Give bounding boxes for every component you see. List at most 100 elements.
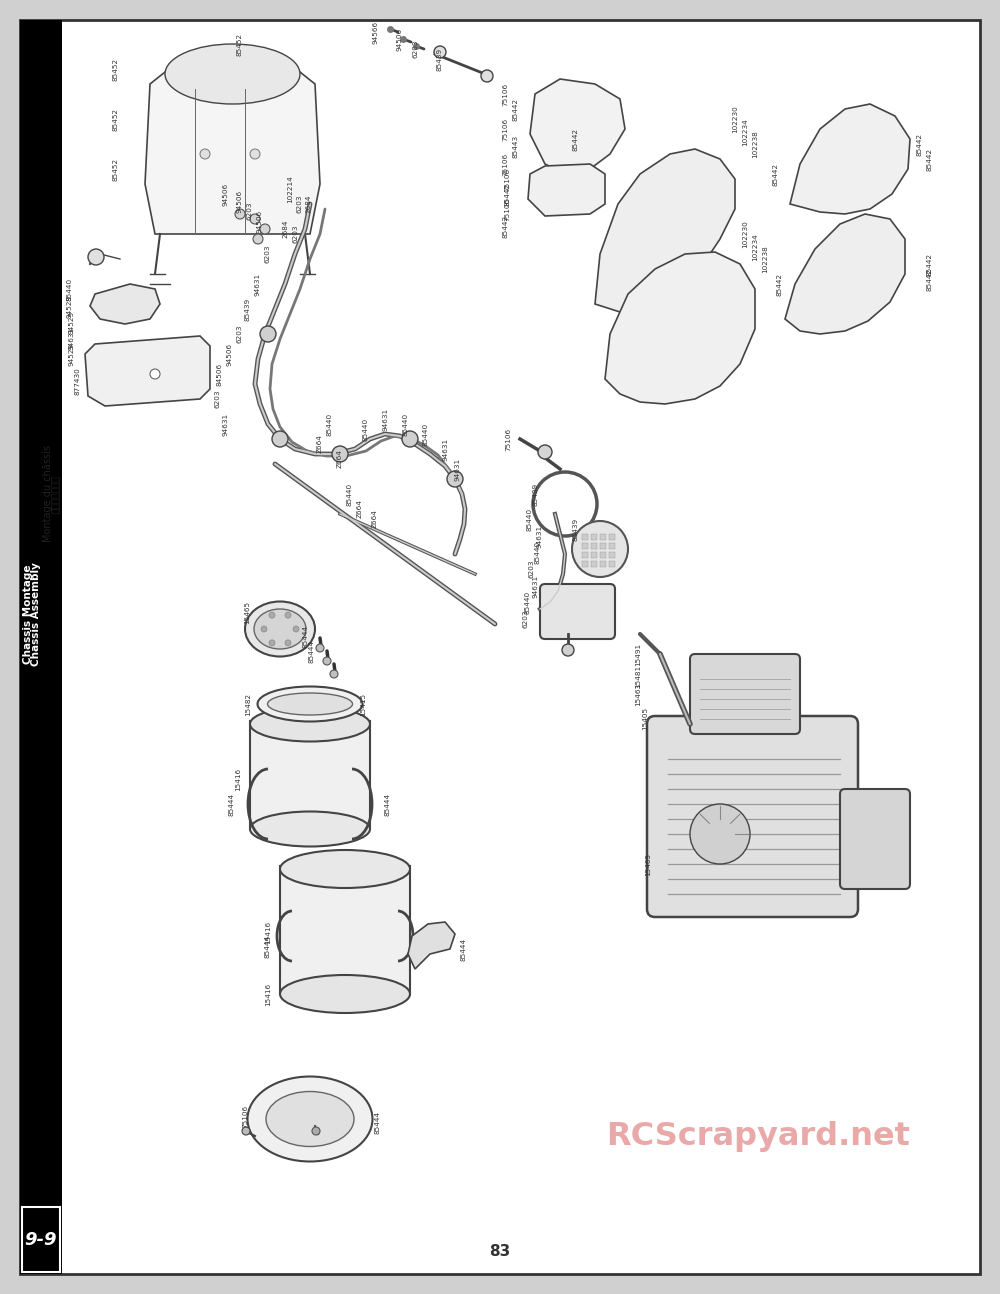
Text: 6203: 6203 <box>237 325 243 343</box>
Bar <box>591 543 597 549</box>
FancyBboxPatch shape <box>540 584 615 639</box>
Circle shape <box>235 210 245 219</box>
Text: 85439: 85439 <box>572 518 578 541</box>
Text: 877430: 877430 <box>75 367 81 395</box>
Text: 102238: 102238 <box>762 245 768 273</box>
Text: 85440: 85440 <box>535 541 541 564</box>
Text: Z664: Z664 <box>317 435 323 453</box>
Circle shape <box>332 446 348 462</box>
Text: 85439: 85439 <box>532 483 538 506</box>
Text: 94631: 94631 <box>455 458 461 480</box>
Text: 85442: 85442 <box>772 163 778 185</box>
Text: 85443: 85443 <box>513 135 519 158</box>
Text: Chassis Montage: Chassis Montage <box>23 564 33 664</box>
Text: 94529: 94529 <box>69 343 75 366</box>
Text: 75106: 75106 <box>505 427 511 450</box>
Ellipse shape <box>280 850 410 888</box>
Text: 94631: 94631 <box>222 413 228 436</box>
Text: 15416: 15416 <box>265 982 271 1005</box>
Circle shape <box>434 47 446 58</box>
Circle shape <box>312 1127 320 1135</box>
Text: 102230: 102230 <box>732 105 738 133</box>
Ellipse shape <box>258 687 362 722</box>
Text: 94529: 94529 <box>69 311 75 334</box>
Text: 85442: 85442 <box>502 215 508 238</box>
Text: 85440: 85440 <box>402 413 408 436</box>
Polygon shape <box>790 104 910 214</box>
Text: 85440: 85440 <box>527 507 533 531</box>
Text: 15465: 15465 <box>244 600 250 624</box>
Bar <box>600 553 606 558</box>
Circle shape <box>293 626 299 631</box>
Text: 94566: 94566 <box>372 21 378 44</box>
Text: 85442: 85442 <box>927 148 933 171</box>
Text: 94631: 94631 <box>69 326 75 349</box>
Text: 94506: 94506 <box>397 27 403 50</box>
Text: 85439: 85439 <box>437 48 443 71</box>
Text: 102238: 102238 <box>752 131 758 158</box>
Circle shape <box>260 224 270 234</box>
Text: 6203: 6203 <box>529 560 535 578</box>
Polygon shape <box>408 923 455 969</box>
Ellipse shape <box>268 694 352 716</box>
Circle shape <box>447 471 463 487</box>
Text: 2684: 2684 <box>282 220 288 238</box>
FancyBboxPatch shape <box>22 1207 60 1272</box>
Text: 6203: 6203 <box>297 195 303 214</box>
Bar <box>20 19 62 1275</box>
Text: 85444: 85444 <box>229 792 235 815</box>
Text: 2684: 2684 <box>305 195 311 214</box>
Text: 102214: 102214 <box>287 175 293 203</box>
Text: 85439: 85439 <box>245 298 251 321</box>
Text: 75106: 75106 <box>502 153 508 176</box>
Polygon shape <box>530 79 625 173</box>
Text: 15405: 15405 <box>645 853 651 876</box>
Circle shape <box>323 657 331 665</box>
Text: 75106: 75106 <box>502 83 508 106</box>
Text: 6203: 6203 <box>522 609 528 629</box>
FancyBboxPatch shape <box>840 789 910 889</box>
Ellipse shape <box>250 707 370 741</box>
Text: 15481: 15481 <box>635 664 641 687</box>
Bar <box>582 534 588 540</box>
Ellipse shape <box>245 602 315 656</box>
Text: 75106: 75106 <box>502 118 508 141</box>
Text: 94631: 94631 <box>537 524 543 547</box>
Text: Montage du châssis: Montage du châssis <box>43 445 53 542</box>
Text: 85452: 85452 <box>112 158 118 181</box>
Text: 94631: 94631 <box>255 273 261 295</box>
Polygon shape <box>528 164 605 216</box>
Circle shape <box>88 248 104 265</box>
Circle shape <box>285 639 291 646</box>
Text: 94631: 94631 <box>532 575 538 598</box>
Text: 15416: 15416 <box>235 767 241 791</box>
Text: 94506: 94506 <box>222 182 228 206</box>
Text: Z664: Z664 <box>337 449 343 468</box>
Circle shape <box>269 612 275 619</box>
FancyBboxPatch shape <box>647 716 858 917</box>
Polygon shape <box>85 336 210 406</box>
Text: ジャーシ展開図: ジャーシ展開図 <box>52 475 60 512</box>
Text: 85442: 85442 <box>512 97 518 120</box>
Text: 85440: 85440 <box>327 413 333 436</box>
Circle shape <box>200 149 210 159</box>
Text: 85452: 85452 <box>112 57 118 80</box>
Circle shape <box>250 149 260 159</box>
Circle shape <box>250 214 260 224</box>
Ellipse shape <box>254 609 306 650</box>
Bar <box>609 534 615 540</box>
Polygon shape <box>595 149 735 314</box>
Text: 85444: 85444 <box>302 625 308 647</box>
Circle shape <box>253 234 263 245</box>
Text: 85442: 85442 <box>927 252 933 276</box>
Text: 85452: 85452 <box>237 32 243 56</box>
Text: 94506: 94506 <box>257 210 263 233</box>
Polygon shape <box>145 63 320 234</box>
Text: 75106: 75106 <box>504 167 510 190</box>
Text: 15416: 15416 <box>265 920 271 943</box>
Bar <box>609 562 615 567</box>
Circle shape <box>261 626 267 631</box>
Text: 94529: 94529 <box>67 295 73 317</box>
Text: 85442: 85442 <box>504 182 510 206</box>
Text: 85442: 85442 <box>927 268 933 291</box>
